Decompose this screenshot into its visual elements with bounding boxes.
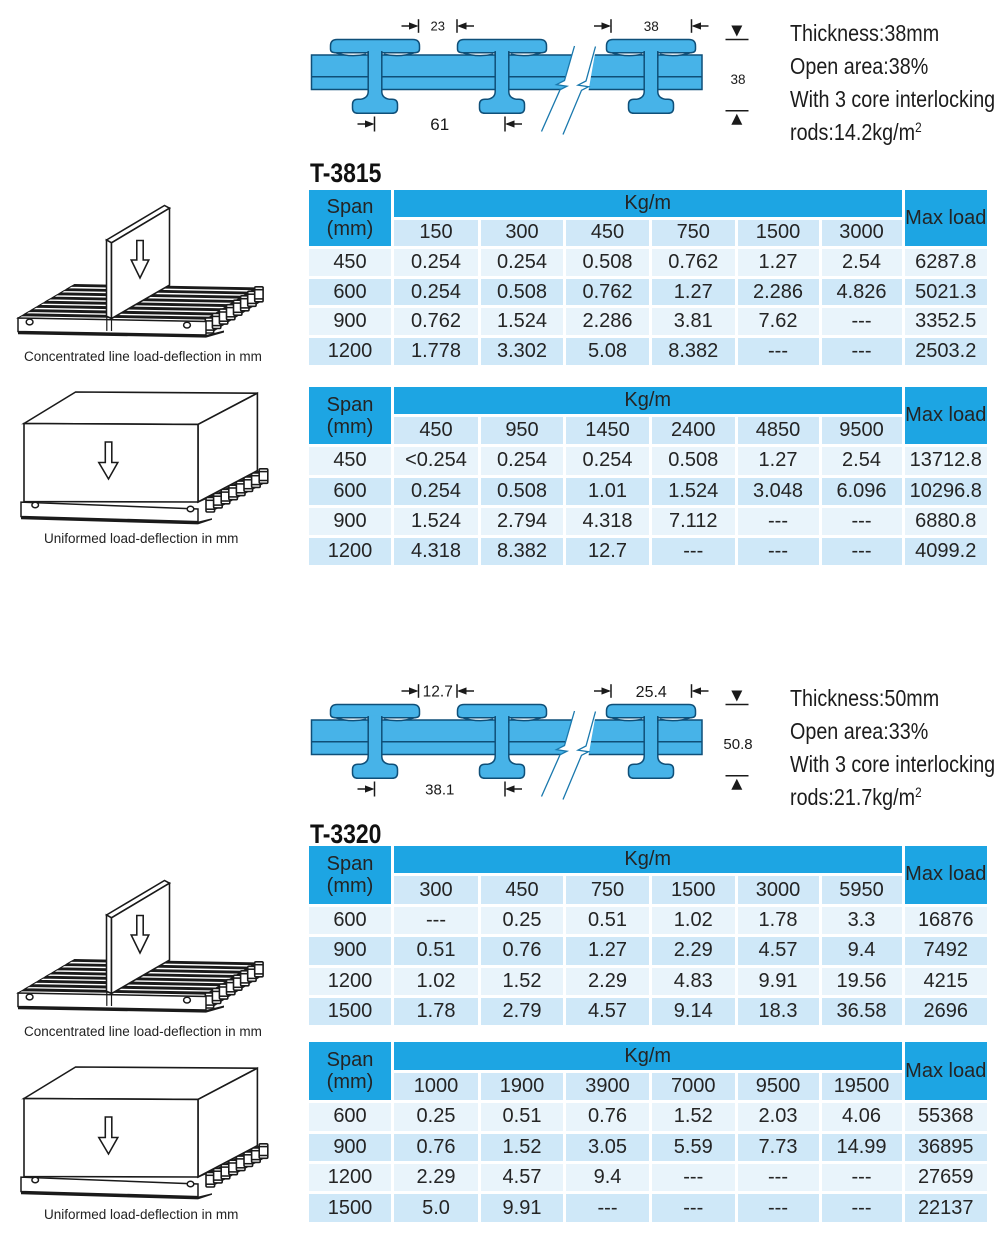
svg-text:25.4: 25.4: [636, 684, 667, 701]
svg-text:38: 38: [730, 72, 745, 87]
svg-text:50.8: 50.8: [723, 736, 752, 753]
svg-text:38: 38: [644, 19, 659, 34]
svg-text:38.1: 38.1: [425, 781, 454, 798]
svg-text:12.7: 12.7: [423, 684, 453, 701]
svg-text:23: 23: [431, 19, 445, 34]
svg-text:61: 61: [430, 115, 449, 134]
